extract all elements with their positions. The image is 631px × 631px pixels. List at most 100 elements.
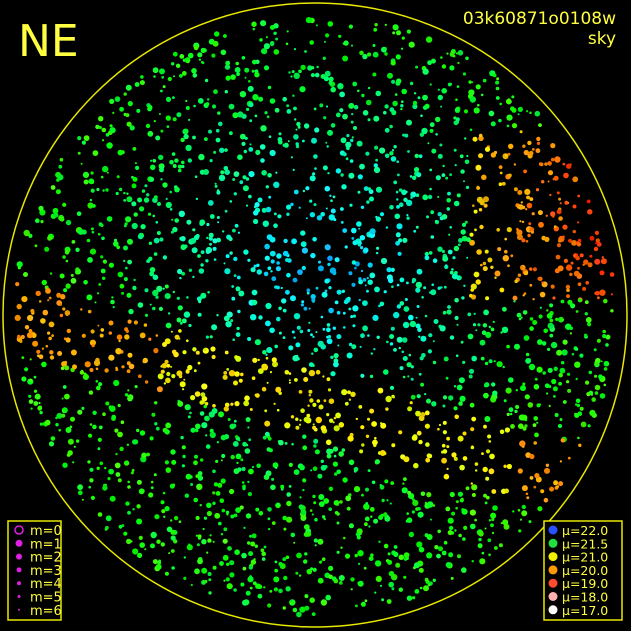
- star: [108, 354, 115, 361]
- star: [282, 557, 287, 562]
- star: [473, 209, 478, 214]
- star: [288, 462, 293, 467]
- star: [266, 381, 269, 384]
- star: [70, 416, 75, 422]
- star: [242, 441, 248, 447]
- star: [439, 325, 446, 332]
- star: [365, 502, 369, 505]
- star: [555, 254, 561, 260]
- star: [374, 560, 382, 567]
- star: [265, 302, 272, 310]
- star: [246, 107, 250, 111]
- star: [406, 29, 411, 34]
- star: [502, 255, 509, 262]
- star: [209, 335, 213, 339]
- star: [544, 236, 550, 242]
- star: [499, 171, 503, 175]
- star: [283, 575, 288, 581]
- star: [153, 120, 156, 123]
- star: [286, 516, 293, 523]
- star: [401, 350, 405, 354]
- star: [265, 206, 272, 213]
- star: [222, 374, 228, 380]
- star: [320, 425, 327, 431]
- star: [526, 202, 533, 209]
- star: [23, 272, 28, 277]
- star: [518, 423, 524, 430]
- star: [451, 511, 456, 516]
- star: [520, 201, 523, 204]
- star: [300, 303, 304, 307]
- star: [406, 595, 413, 601]
- star: [159, 237, 164, 242]
- star: [247, 480, 250, 484]
- star: [295, 128, 298, 131]
- star: [552, 215, 555, 218]
- star: [335, 168, 342, 174]
- star: [493, 360, 496, 363]
- star: [336, 550, 340, 554]
- star: [138, 488, 145, 495]
- star: [136, 428, 140, 433]
- star: [518, 529, 522, 533]
- star: [499, 429, 505, 435]
- star: [131, 222, 138, 230]
- magnitude-label: m=2: [30, 551, 62, 566]
- star: [562, 224, 568, 230]
- star: [269, 41, 275, 47]
- star: [455, 506, 458, 510]
- star: [267, 527, 271, 531]
- star: [187, 415, 191, 419]
- star: [132, 147, 137, 151]
- star: [384, 23, 387, 26]
- star: [435, 116, 441, 123]
- star: [324, 70, 331, 77]
- star: [575, 403, 578, 406]
- star: [231, 296, 236, 301]
- star: [519, 518, 523, 521]
- star: [529, 283, 533, 287]
- star: [597, 296, 600, 300]
- star: [416, 430, 422, 436]
- star: [125, 216, 132, 223]
- star: [201, 396, 208, 402]
- star: [207, 200, 214, 206]
- star: [365, 99, 372, 106]
- star: [158, 559, 162, 563]
- star: [28, 399, 34, 404]
- star: [172, 117, 177, 122]
- star: [471, 484, 478, 491]
- star: [147, 212, 152, 216]
- star: [228, 370, 236, 377]
- star: [414, 463, 418, 467]
- star: [473, 312, 476, 315]
- star: [323, 40, 326, 43]
- star: [576, 403, 581, 408]
- star: [174, 218, 179, 223]
- star: [77, 409, 83, 415]
- star: [243, 149, 247, 154]
- star: [275, 266, 281, 272]
- star: [312, 402, 317, 407]
- star: [290, 75, 293, 78]
- star: [355, 532, 359, 537]
- star: [589, 409, 596, 416]
- star: [139, 430, 146, 436]
- star: [123, 191, 126, 195]
- star: [15, 282, 20, 287]
- star: [278, 439, 284, 446]
- star: [437, 212, 442, 217]
- star: [523, 169, 527, 174]
- star: [534, 473, 540, 479]
- star: [159, 68, 165, 75]
- star: [127, 485, 131, 489]
- star: [571, 352, 575, 356]
- star: [559, 317, 565, 322]
- star: [360, 269, 364, 273]
- star: [152, 159, 157, 163]
- star: [282, 143, 286, 147]
- star: [28, 233, 33, 238]
- star: [222, 538, 228, 544]
- star: [442, 255, 449, 262]
- star: [440, 56, 443, 59]
